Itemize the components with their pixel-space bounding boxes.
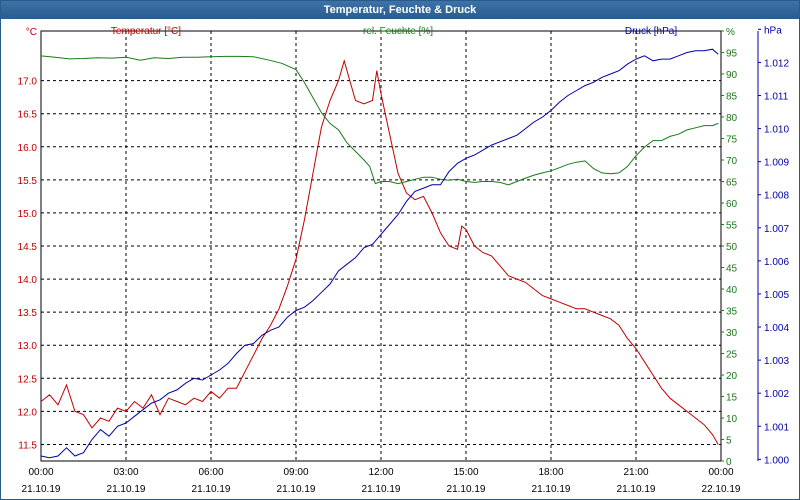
right1-tick-label: 40 xyxy=(726,285,738,296)
right1-tick-label: 85 xyxy=(726,92,738,103)
right2-tick-label: 1.006 xyxy=(764,257,789,268)
x-tick-date: 21.10.19 xyxy=(617,484,656,495)
right1-tick-label: 90 xyxy=(726,70,738,81)
series-lines xyxy=(40,48,719,459)
right1-tick-label: 35 xyxy=(726,307,738,318)
right1-tick-label: 15 xyxy=(726,393,738,404)
x-tick-time: 12:00 xyxy=(368,467,393,478)
right1-tick-label: 70 xyxy=(726,156,738,167)
left-tick-label: 17.0 xyxy=(18,77,38,88)
right1-tick-label: 55 xyxy=(726,221,738,232)
left-tick-label: 15.5 xyxy=(18,176,38,187)
x-tick-time: 00:00 xyxy=(28,467,53,478)
x-tick-date: 21.10.19 xyxy=(447,484,486,495)
x-tick-time: 15:00 xyxy=(453,467,478,478)
right2-tick-label: 1.008 xyxy=(764,191,789,202)
left-tick-label: 15.0 xyxy=(18,209,38,220)
right2-tick-label: 1.004 xyxy=(764,323,789,334)
x-tick-date: 21.10.19 xyxy=(192,484,231,495)
right1-tick-label: 45 xyxy=(726,264,738,275)
right2-tick-label: 1.012 xyxy=(764,58,789,69)
left-tick-label: 12.0 xyxy=(18,407,38,418)
left-tick-label: 13.5 xyxy=(18,308,38,319)
right1-tick-label: 95 xyxy=(726,49,738,60)
right2-tick-label: 1.003 xyxy=(764,356,789,367)
x-tick-time: 21:00 xyxy=(623,467,648,478)
right1-tick-label: 5 xyxy=(726,436,732,447)
right1-tick-label: 0 xyxy=(726,457,732,468)
left-tick-label: 14.0 xyxy=(18,275,38,286)
right1-tick-label: 50 xyxy=(726,242,738,253)
x-tick-date: 21.10.19 xyxy=(22,484,61,495)
right1-tick-label: 60 xyxy=(726,199,738,210)
right2-tick-label: hPa xyxy=(764,25,782,36)
series-line xyxy=(40,58,719,445)
grid xyxy=(40,30,722,462)
left-tick-label: 11.5 xyxy=(18,440,37,451)
left-axis-unit: °C xyxy=(26,27,37,38)
x-tick-date: 21.10.19 xyxy=(107,484,146,495)
x-tick-time: 06:00 xyxy=(198,467,223,478)
x-tick-date: 21.10.19 xyxy=(362,484,401,495)
window-title: Temperatur, Feuchte & Druck xyxy=(1,1,799,19)
legend-label: Druck [hPa] xyxy=(625,26,677,37)
right2-tick-label: 1.009 xyxy=(764,158,789,169)
right1-tick-label: 80 xyxy=(726,113,738,124)
right1-tick-label: 25 xyxy=(726,350,738,361)
right2-tick-label: 1.010 xyxy=(764,125,789,136)
right2-tick-label: 1.001 xyxy=(764,422,789,433)
right2-tick-label: 1.011 xyxy=(764,92,789,103)
legend-label: rel. Feuchte [%] xyxy=(363,26,433,37)
left-tick-label: 12.5 xyxy=(18,374,38,385)
right1-tick-label: 10 xyxy=(726,414,738,425)
left-tick-label: 16.0 xyxy=(18,143,38,154)
series-line xyxy=(40,48,719,459)
axes: 00:00 21.10.19 03:00 21.10.19 06:00 21.10.19 0… xyxy=(18,25,790,495)
x-tick-date: 21.10.19 xyxy=(277,484,316,495)
x-tick-date: 21.10.19 xyxy=(532,484,571,495)
right1-tick-label: 65 xyxy=(726,178,738,189)
x-tick-time: 09:00 xyxy=(283,467,308,478)
right1-tick-label: 20 xyxy=(726,371,738,382)
right2-tick-label: 1.007 xyxy=(764,224,789,235)
left-tick-label: 13.0 xyxy=(18,341,38,352)
right1-tick-label: 75 xyxy=(726,135,738,146)
left-tick-label: 16.5 xyxy=(18,110,38,121)
x-tick-time: 00:00 xyxy=(708,467,733,478)
right1-tick-label: % xyxy=(726,27,735,38)
x-tick-date: 22.10.19 xyxy=(702,484,741,495)
right2-tick-label: 1.000 xyxy=(764,455,789,466)
x-tick-time: 03:00 xyxy=(113,467,138,478)
left-tick-label: 14.5 xyxy=(18,242,38,253)
series-line xyxy=(40,55,719,186)
legend-label: Temperatur [°C] xyxy=(111,26,181,37)
right2-tick-label: 1.002 xyxy=(764,389,789,400)
right2-tick-label: 1.005 xyxy=(764,290,789,301)
x-tick-time: 18:00 xyxy=(538,467,563,478)
chart: 00:00 21.10.19 03:00 21.10.19 06:00 21.10.19 0… xyxy=(18,25,790,495)
right1-tick-label: 30 xyxy=(726,328,738,339)
